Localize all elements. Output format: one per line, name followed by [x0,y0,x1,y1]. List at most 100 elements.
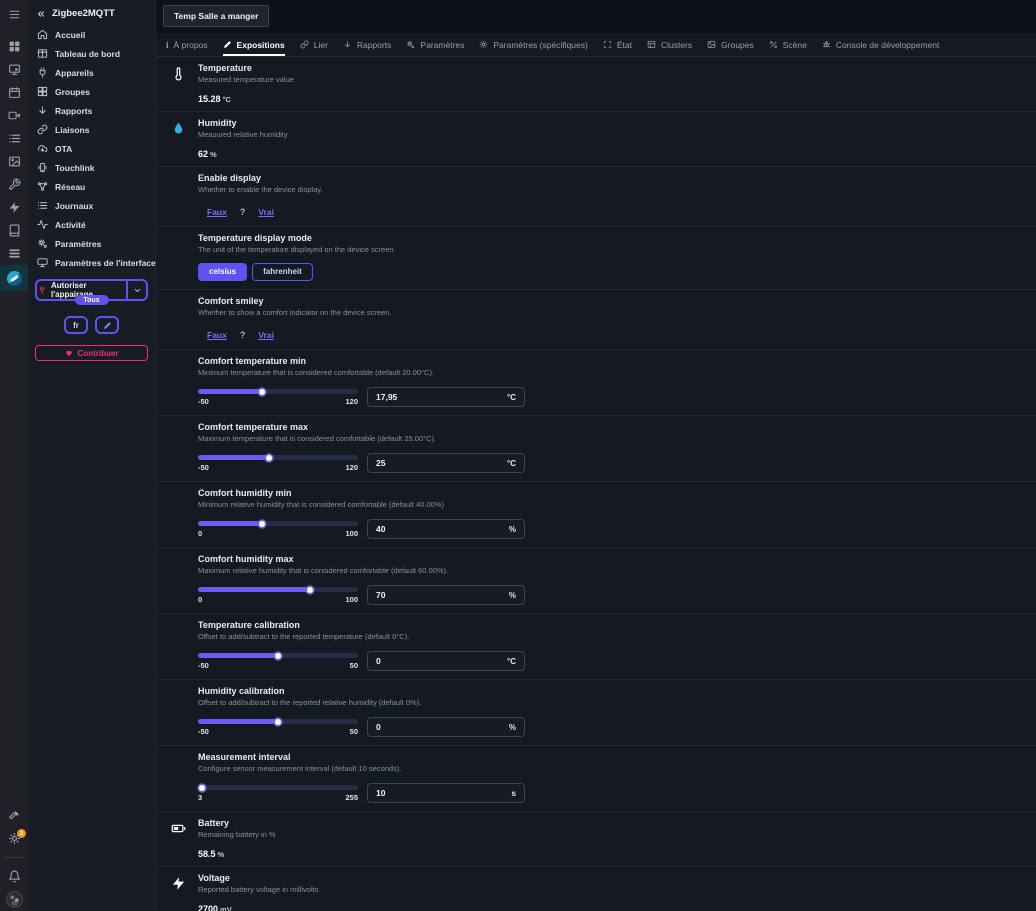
tab-label: Rapports [356,39,392,50]
rail-item-menu[interactable] [0,3,28,26]
tab-groupes[interactable]: Groupes [707,33,754,56]
rail-item-energy[interactable] [0,196,28,219]
numeric-input-value[interactable]: 0 [376,722,381,732]
rail-item-media[interactable] [0,104,28,127]
tab-console-de-développement[interactable]: Console de développement [822,33,939,56]
rail-item-docs[interactable] [0,219,28,242]
sidebar-item-accueil[interactable]: Accueil [28,25,155,44]
slider[interactable]: -50 120 [198,387,358,406]
numeric-input[interactable]: 25 °C [367,453,525,473]
numeric-input[interactable]: 70% [367,585,525,605]
rail-item-lists[interactable] [0,242,28,265]
slider-track[interactable] [198,717,358,726]
slider-thumb[interactable] [197,783,207,792]
rail-item-calendar[interactable] [0,81,28,104]
tab-paramètres-spécifiques-[interactable]: Paramètres (spécifiques) [479,33,588,56]
slider[interactable]: 3 255 [197,783,358,802]
rail-item-tools[interactable] [0,173,28,196]
slider-thumb[interactable] [264,453,274,462]
slider-track[interactable] [198,453,358,462]
slider-track[interactable] [198,651,358,660]
binary-on-link[interactable]: Vrai [258,207,274,217]
slider-thumb[interactable] [305,585,315,594]
sidebar-item-groupes[interactable]: Groupes [28,82,155,101]
sidebar-item-touchlink[interactable]: Touchlink [28,158,155,177]
contribute-button[interactable]: Contribuer [35,345,148,361]
slider[interactable]: -50 50 [198,717,358,736]
slider[interactable]: 0 100 [198,519,358,538]
binary-help[interactable]: ? [239,330,246,340]
locale-button[interactable]: fr [64,316,88,334]
binary-help[interactable]: ? [239,207,246,217]
slider[interactable]: -50 120 [198,453,358,472]
slider-track[interactable] [198,519,358,528]
tab-état[interactable]: État [603,33,632,56]
numeric-input[interactable]: 17,95 °C [367,387,525,407]
sidebar-item-ota[interactable]: OTA [28,139,155,158]
slider-thumb[interactable] [257,387,267,396]
tab-rapports[interactable]: Rapports [343,33,392,56]
slider-track[interactable] [197,783,358,792]
rail-item-developer-tools[interactable] [0,804,28,827]
rail-item-logbook[interactable] [0,127,28,150]
enum-option-celsius[interactable]: celsius [198,263,248,281]
numeric-input-unit: s [511,788,516,798]
permit-dropdown-toggle[interactable] [126,281,146,299]
tab-expositions[interactable]: Expositions [223,33,285,56]
tab-à-propos[interactable]: i À propos [166,33,208,56]
numeric-input[interactable]: 0% [367,717,525,737]
slider-fill [198,389,262,394]
tab-scène[interactable]: Scène [769,33,807,56]
rail-item-user[interactable] [0,888,28,911]
logbook-icon [8,132,21,145]
tab-label: Paramètres [420,39,465,50]
numeric-input[interactable]: 0 °C [367,651,525,671]
expose-name: Battery [198,818,230,828]
permit-join-button[interactable]: Autoriser l'appairage Tous [35,279,148,305]
sidebar-item-appareils[interactable]: Appareils [28,63,155,82]
app-title: Zigbee2MQTT [52,8,115,19]
numeric-input-value[interactable]: 25 [376,458,386,468]
numeric-input-value[interactable]: 0 [376,656,381,666]
slider-thumb[interactable] [273,717,283,726]
sidebar-item-tableau-de-bord[interactable]: Tableau de bord [28,44,155,63]
expose-row-enable-display: Enable display Whether to enable the devi… [156,167,1036,227]
rail-item-settings[interactable]: 2 [0,827,28,850]
enum-option-fahrenheit[interactable]: fahrenheit [252,263,313,281]
numeric-input[interactable]: 10 s [367,783,525,803]
device-tab[interactable]: Temp Salle a manger [163,5,270,27]
sidebar-item-activit-[interactable]: Activité [28,215,155,234]
numeric-input-value[interactable]: 10 [376,788,386,798]
rail-item-dashboard[interactable] [0,35,28,58]
numeric-input-value[interactable]: 17,95 [376,392,398,402]
rail-item-zigbee2mqtt[interactable] [0,265,28,291]
sidebar-item-rapports[interactable]: Rapports [28,101,155,120]
sidebar-item-param-tres[interactable]: Paramètres [28,234,155,253]
numeric-input-value[interactable]: 70 [376,590,386,600]
expose-description: Maximum temperature that is considered c… [198,434,437,443]
slider-thumb[interactable] [257,519,267,528]
slider[interactable]: -50 50 [198,651,358,670]
sidebar-item-liaisons[interactable]: Liaisons [28,120,155,139]
rail-item-notifications[interactable] [0,865,28,888]
tab-paramètres[interactable]: Paramètres [406,33,464,56]
slider[interactable]: 0 100 [198,585,358,604]
theme-edit-button[interactable] [95,316,119,334]
sidebar-header[interactable]: Zigbee2MQTT [28,0,155,25]
binary-on-link[interactable]: Vrai [258,330,274,340]
binary-off-link[interactable]: Faux [207,207,227,217]
slider-thumb[interactable] [273,651,283,660]
rail-item-panel[interactable] [0,58,28,81]
slider-track[interactable] [198,387,358,396]
sidebar-item-label: Réseau [55,181,86,192]
tab-lier[interactable]: Lier [300,33,328,56]
numeric-input[interactable]: 40% [367,519,525,539]
sidebar-item-journaux[interactable]: Journaux [28,196,155,215]
numeric-input-value[interactable]: 40 [376,524,386,534]
tab-clusters[interactable]: Clusters [647,33,692,56]
rail-item-map[interactable] [0,150,28,173]
slider-track[interactable] [198,585,358,594]
sidebar-item-r-seau[interactable]: Réseau [28,177,155,196]
sidebar-item-param-tres-de-l-interface[interactable]: Paramètres de l'interface [28,253,156,272]
binary-off-link[interactable]: Faux [207,330,227,340]
